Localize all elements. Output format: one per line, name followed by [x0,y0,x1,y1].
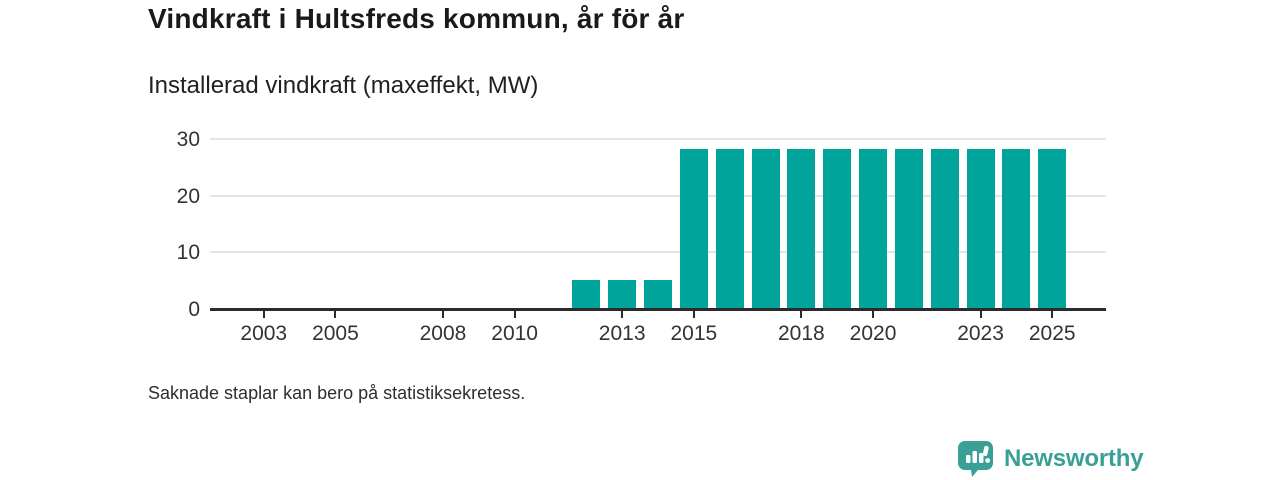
x-tick-label: 2020 [849,322,897,345]
bar-2015 [679,148,708,309]
x-tick-label: 2023 [957,322,1004,345]
bar-2020 [859,148,888,309]
y-gridline [210,138,1106,140]
x-tick-mark [621,310,624,318]
x-tick-mark [262,310,265,318]
chart-title: Vindkraft i Hultsfreds kommun, år för år [148,3,685,34]
x-tick-label: 2010 [491,322,538,345]
x-tick-mark [979,310,982,318]
x-tick-label: 2008 [419,322,467,345]
bar-2025 [1038,148,1067,309]
x-tick-mark [692,310,695,318]
x-tick-mark [334,310,337,318]
bar-2019 [823,148,852,309]
bar-2012 [572,280,601,309]
x-tick-label: 2005 [312,322,359,345]
newsworthy-logo: Newsworthy [957,440,1144,478]
x-axis-line [210,307,1106,311]
x-tick-label: 2015 [670,322,718,345]
bar-2023 [966,148,995,309]
x-tick-label: 2013 [598,322,646,345]
bar-2017 [751,148,780,309]
bar-2021 [894,148,923,309]
x-tick-mark [872,310,875,318]
x-tick-label: 2018 [778,322,825,345]
bar-2024 [1002,148,1031,309]
y-tick-label: 0 [188,298,200,321]
x-tick-mark [441,310,444,318]
y-tick-label: 20 [176,184,200,208]
chart-footnote: Saknade staplar kan bero på statistiksek… [148,383,526,403]
x-tick-mark [800,310,803,318]
chart-subtitle: Installerad vindkraft (maxeffekt, MW) [148,72,539,99]
bar-2014 [644,280,672,309]
newsworthy-wordmark: Newsworthy [1004,445,1144,472]
bar-2016 [715,148,744,309]
y-gridline [210,251,1106,254]
x-tick-label: 2003 [240,322,288,345]
x-tick-label: 2025 [1028,322,1076,345]
y-gridline [210,194,1106,197]
bar-2022 [930,148,959,309]
bar-2013 [608,280,637,309]
y-tick-label: 30 [176,128,200,151]
x-tick-mark [1051,310,1054,318]
bar-2018 [787,148,816,309]
bar-chart-speech-bubble-icon [957,440,994,478]
x-tick-mark [513,310,516,318]
y-tick-label: 10 [176,241,200,265]
